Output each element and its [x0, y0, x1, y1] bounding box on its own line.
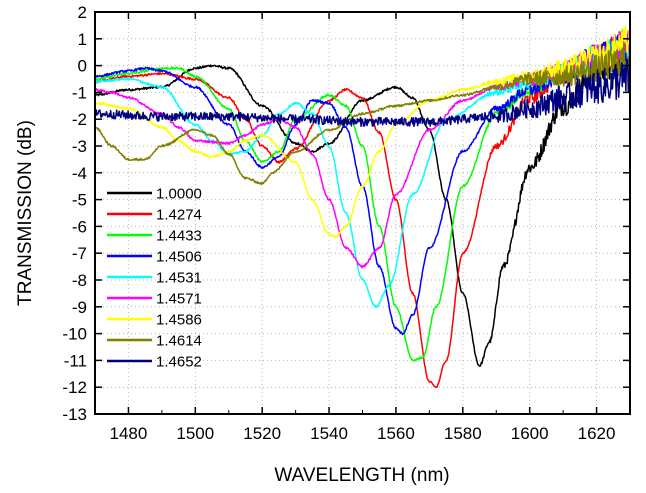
x-tick-label: 1540 — [310, 424, 348, 443]
legend-label: 1.4614 — [156, 333, 202, 350]
y-tick-label: -6 — [72, 217, 87, 236]
y-tick-label: -3 — [72, 137, 87, 156]
legend-label: 1.4652 — [156, 354, 202, 371]
x-tick-label: 1600 — [511, 424, 549, 443]
x-tick-label: 1580 — [444, 424, 482, 443]
y-tick-label: -5 — [72, 191, 87, 210]
y-tick-label: -7 — [72, 244, 87, 263]
y-tick-label: -4 — [72, 164, 87, 183]
series-line-1.0000 — [95, 43, 630, 367]
y-tick-label: -2 — [72, 110, 87, 129]
legend-label: 1.0000 — [156, 186, 202, 203]
y-tick-label: -1 — [72, 83, 87, 102]
y-tick-label: -8 — [72, 271, 87, 290]
ticks: 1480 1500 1520 1540 1560 1580 1600 1620-13-12-1… — [62, 3, 631, 443]
series-line-1.4614 — [95, 41, 630, 186]
series-layer — [95, 25, 630, 389]
y-axis-title: TRANSMISSION (dB) — [15, 120, 36, 306]
y-tick-label: -13 — [62, 405, 87, 424]
legend-label: 1.4274 — [156, 207, 202, 224]
y-tick-label: 0 — [78, 57, 87, 76]
legend-label: 1.4531 — [156, 270, 202, 287]
y-tick-label: -11 — [64, 351, 87, 370]
x-tick-label: 1620 — [578, 424, 616, 443]
legend: 1.0000 1.4274 1.4433 1.4506 1.4531 1.4571 1.45… — [107, 186, 202, 371]
legend-label: 1.4586 — [156, 312, 202, 329]
y-tick-label: -9 — [72, 298, 87, 317]
legend-label: 1.4571 — [156, 291, 202, 308]
x-tick-label: 1560 — [377, 424, 415, 443]
y-tick-label: 2 — [78, 3, 87, 22]
y-tick-label: -10 — [62, 325, 87, 344]
legend-label: 1.4506 — [156, 249, 202, 266]
y-tick-label: 1 — [78, 30, 87, 49]
x-tick-label: 1500 — [176, 424, 214, 443]
x-tick-label: 1480 — [110, 424, 148, 443]
series-line-1.4652 — [95, 59, 630, 128]
legend-label: 1.4433 — [156, 228, 202, 245]
y-tick-label: -12 — [62, 378, 87, 397]
x-tick-label: 1520 — [243, 424, 281, 443]
x-axis-title: WAVELENGTH (nm) — [274, 465, 449, 486]
